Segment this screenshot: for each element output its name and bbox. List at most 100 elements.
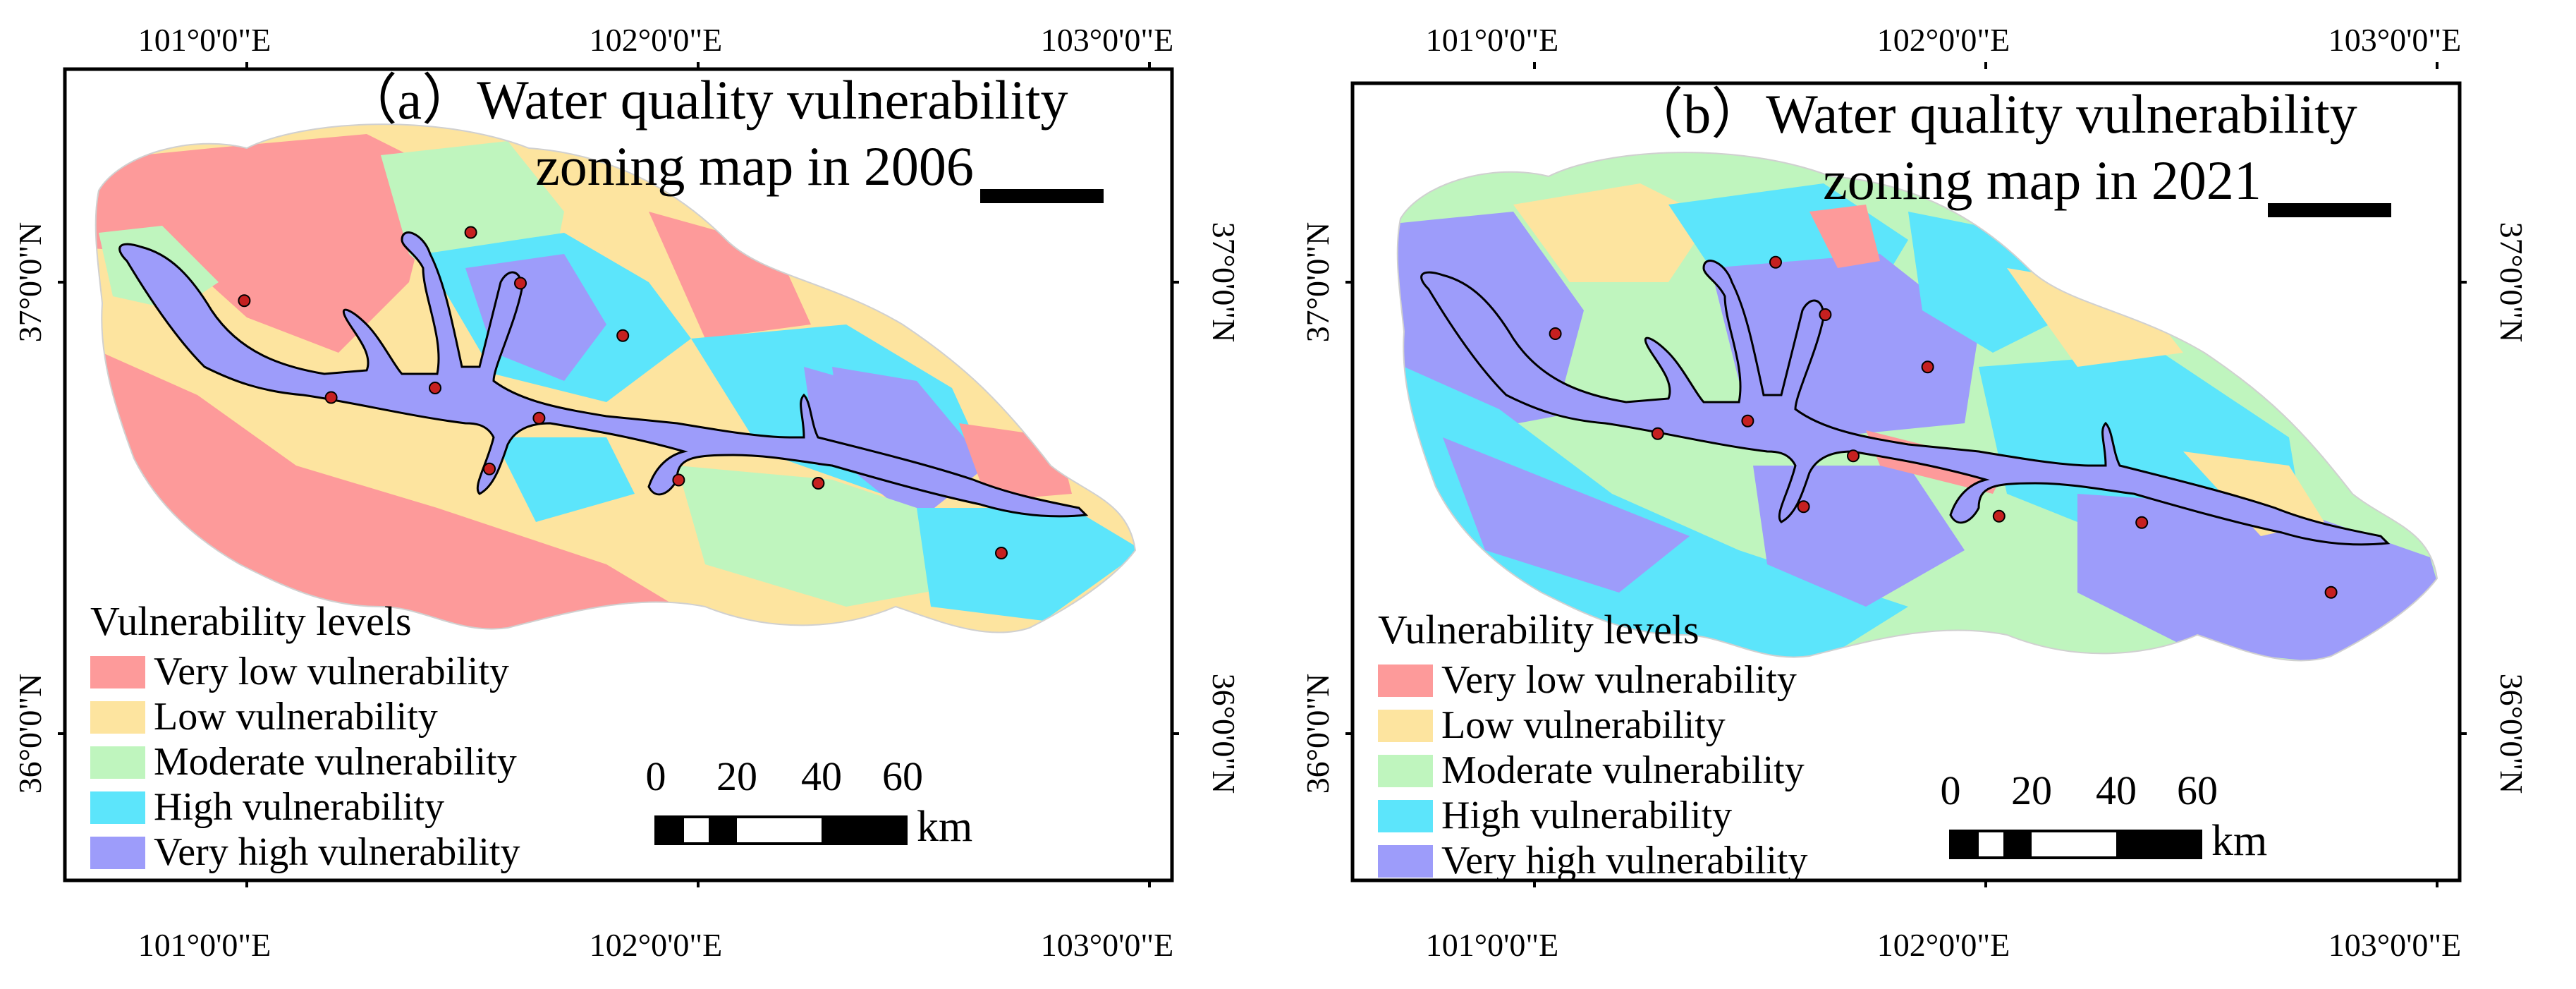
lon-label-bottom-1: 101°0'0"E <box>138 927 271 963</box>
scale-tick-40: 40 <box>801 753 842 799</box>
zone-very-high <box>1711 254 1979 437</box>
lon-label-bottom-2: 102°0'0"E <box>1877 927 2010 963</box>
monitoring-station <box>2324 585 2338 599</box>
lon-label-top-2: 102°0'0"E <box>1877 22 2010 58</box>
legend-swatch-low <box>1378 710 1433 742</box>
monitoring-station <box>324 391 338 404</box>
panel-a-2006: 101°0'0"E 102°0'0"E 103°0'0"E 101°0'0"E … <box>0 0 1288 985</box>
zone-low <box>2007 268 2183 367</box>
legend-label-high: High vulnerability <box>154 785 444 829</box>
river-valley <box>1420 260 2391 546</box>
river-valley <box>118 231 1089 518</box>
lat-label-left-2: 36°0'0"N <box>1300 674 1336 794</box>
monitoring-station <box>1769 255 1782 269</box>
legend-label-very-low: Very low vulnerability <box>154 650 509 693</box>
scale-unit: km <box>917 803 972 851</box>
lon-label-bottom-3: 103°0'0"E <box>1041 927 1174 963</box>
legend-swatch-high <box>1378 800 1433 832</box>
legend: Vulnerability levels Very low vulnerabil… <box>90 598 520 874</box>
monitoring-station <box>1847 449 1860 463</box>
panel-b-2021: 101°0'0"E 102°0'0"E 103°0'0"E 101°0'0"E … <box>1288 0 2575 985</box>
title-marker-bar <box>2268 203 2391 217</box>
lat-label-right-2: 36°0'0"N <box>2493 674 2529 794</box>
lon-label-top-1: 101°0'0"E <box>138 22 271 58</box>
monitoring-station <box>672 473 685 487</box>
scale-tick-40: 40 <box>2096 767 2137 813</box>
legend-label-high: High vulnerability <box>1441 794 1732 837</box>
legend-swatch-very-high <box>1378 845 1433 878</box>
monitoring-station <box>514 277 527 290</box>
scale-tick-0: 0 <box>646 753 666 799</box>
monitoring-station <box>464 226 477 239</box>
legend-swatch-low <box>90 701 145 734</box>
legend-swatch-moderate <box>90 746 145 779</box>
lon-label-top-3: 103°0'0"E <box>1041 22 1174 58</box>
monitoring-station <box>238 294 251 308</box>
legend-label-low: Low vulnerability <box>154 695 438 739</box>
legend-label-moderate: Moderate vulnerability <box>154 740 517 784</box>
monitoring-station <box>429 382 441 394</box>
legend-label-low: Low vulnerability <box>1441 703 1726 747</box>
lon-label-top-2: 102°0'0"E <box>590 22 723 58</box>
monitoring-station <box>2135 516 2149 529</box>
lat-label-right-1: 37°0'0"N <box>1206 222 1242 343</box>
scale-tick-60: 60 <box>2177 767 2218 813</box>
lat-label-left-2: 36°0'0"N <box>12 674 48 794</box>
legend-label-very-high: Very high vulnerability <box>1441 839 1807 882</box>
map-title-line2: zoning map in 2021 <box>1823 150 2261 211</box>
legend-swatch-very-high <box>90 837 145 869</box>
monitoring-station <box>532 411 546 425</box>
monitoring-station <box>1921 360 1934 374</box>
lat-label-left-1: 37°0'0"N <box>1300 222 1336 343</box>
scale-bar: 0 20 40 60 km <box>1941 767 2268 865</box>
scale-tick-20: 20 <box>716 753 757 799</box>
zone-low <box>1513 183 1711 282</box>
legend-swatch-high <box>90 791 145 824</box>
map-title-line1: （a）Water quality vulnerability <box>342 69 1068 131</box>
zone-very-high <box>1443 437 1690 593</box>
zone-very-low <box>649 212 811 339</box>
legend-label-moderate: Moderate vulnerability <box>1441 748 1805 792</box>
legend: Vulnerability levels Very low vulnerabil… <box>1378 607 1807 882</box>
frame-ticks <box>1345 62 2467 887</box>
zone-very-low <box>1809 205 1880 268</box>
legend-swatch-very-low <box>1378 665 1433 697</box>
monitoring-station <box>1797 500 1810 514</box>
zone-high <box>494 437 635 522</box>
monitoring-station <box>1741 414 1754 427</box>
legend-title: Vulnerability levels <box>1378 607 1699 653</box>
monitoring-station <box>1651 427 1664 440</box>
legend-swatch-very-low <box>90 656 145 688</box>
title-marker-bar <box>980 189 1104 203</box>
monitoring-station <box>483 462 496 475</box>
lat-label-left-1: 37°0'0"N <box>12 222 48 343</box>
monitoring-station <box>1992 509 2006 523</box>
zone-moderate <box>677 466 1001 607</box>
monitoring-station <box>1549 327 1562 340</box>
legend-label-very-high: Very high vulnerability <box>154 830 520 874</box>
lon-label-bottom-1: 101°0'0"E <box>1426 927 1559 963</box>
map-title-line2: zoning map in 2006 <box>535 135 974 197</box>
frame-ticks <box>58 62 1179 887</box>
legend-title: Vulnerability levels <box>90 598 412 644</box>
lon-label-top-3: 103°0'0"E <box>2328 22 2462 58</box>
zone-very-low <box>95 134 437 353</box>
lat-label-right-2: 36°0'0"N <box>1206 674 1242 794</box>
monitoring-station <box>616 329 630 342</box>
monitoring-station <box>812 477 825 490</box>
scale-tick-0: 0 <box>1941 767 1961 813</box>
lat-label-right-1: 37°0'0"N <box>2493 222 2529 343</box>
scale-tick-20: 20 <box>2011 767 2052 813</box>
monitoring-station <box>995 547 1008 559</box>
legend-label-very-low: Very low vulnerability <box>1441 658 1797 702</box>
lon-label-top-1: 101°0'0"E <box>1426 22 1559 58</box>
scale-unit: km <box>2211 817 2267 865</box>
lon-label-bottom-2: 102°0'0"E <box>590 927 723 963</box>
scale-tick-60: 60 <box>882 753 923 799</box>
monitoring-station <box>1819 308 1832 321</box>
lon-label-bottom-3: 103°0'0"E <box>2328 927 2462 963</box>
scale-bar: 0 20 40 60 km <box>646 753 973 851</box>
legend-swatch-moderate <box>1378 755 1433 787</box>
map-title-line1: （b）Water quality vulnerability <box>1628 83 2357 145</box>
zone-high <box>917 508 1136 621</box>
